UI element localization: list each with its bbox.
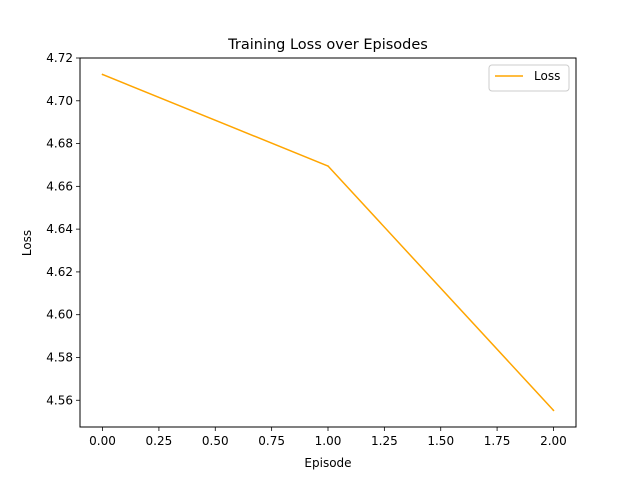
y-tick-label: 4.70: [46, 94, 73, 108]
x-axis: 0.00 0.25 0.50 0.75 1.00 1.25 1.50 1.75 2.00: [89, 427, 567, 448]
y-tick-label: 4.66: [46, 179, 73, 193]
x-tick-label: 0.50: [202, 434, 229, 448]
x-tick-label: 0.25: [146, 434, 173, 448]
y-axis-label: Loss: [20, 230, 34, 256]
legend: Loss: [488, 64, 570, 92]
y-axis: 4.56 4.58 4.60 4.62 4.64 4.66 4.68 4.70 4.72: [46, 51, 80, 407]
y-tick-label: 4.62: [46, 265, 73, 279]
data-point: [327, 165, 329, 167]
x-tick-label: 1.50: [427, 434, 454, 448]
y-tick-label: 4.60: [46, 308, 73, 322]
data-point: [552, 409, 555, 412]
legend-box: [488, 64, 570, 92]
x-tick-label: 1.25: [371, 434, 398, 448]
x-tick-label: 0.00: [89, 434, 116, 448]
y-tick-label: 4.64: [46, 222, 73, 236]
y-tick-label: 4.72: [46, 51, 73, 65]
x-tick-label: 1.75: [484, 434, 511, 448]
y-tick-label: 4.56: [46, 393, 73, 407]
x-tick-label: 2.00: [540, 434, 567, 448]
series-layer: [101, 73, 555, 412]
chart-title: Training Loss over Episodes: [227, 37, 428, 53]
legend-label-loss: Loss: [534, 69, 560, 83]
y-tick-label: 4.58: [46, 350, 73, 364]
y-tick-label: 4.68: [46, 137, 73, 151]
x-tick-label: 1.00: [315, 434, 342, 448]
x-tick-label: 0.75: [258, 434, 285, 448]
x-axis-label: Episode: [304, 456, 351, 470]
data-point: [101, 73, 104, 76]
